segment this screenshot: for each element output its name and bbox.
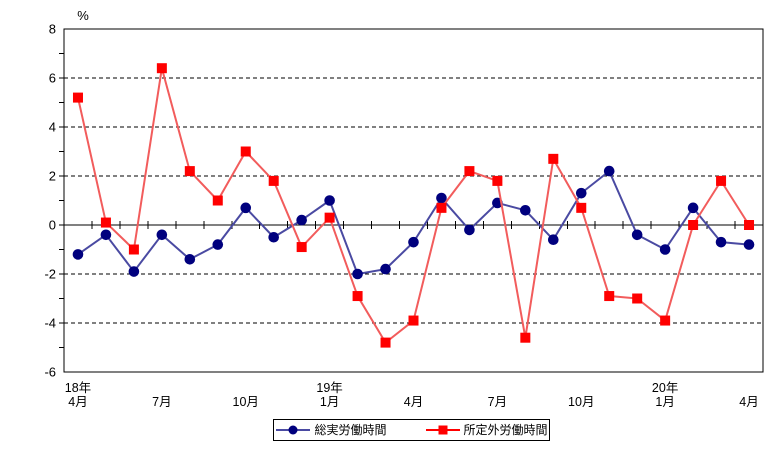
legend-item-overtime-hours: 所定外労働時間 [425,424,548,436]
y-tick-label: 0 [49,218,56,233]
x-tick-year-label: 20年 [652,381,678,395]
total-actual-working-hours-point [324,195,335,206]
y-tick-label: -6 [44,365,56,380]
x-tick-label: 1月 [320,395,339,409]
overtime-working-hours-point [688,220,699,230]
legend-item-total-hours: 総実労働時間 [275,423,387,437]
total-actual-working-hours-point [436,192,447,204]
x-tick-year-label: 19年 [316,381,342,395]
total-actual-working-hours-point [520,205,531,216]
x-tick-label: 4月 [68,395,87,409]
total-actual-working-hours-point [100,229,112,241]
overtime-working-hours-point [492,175,503,186]
x-tick-label: 10月 [568,395,594,409]
overtime-working-hours-point [296,242,307,253]
x-tick-label: 7月 [152,395,171,409]
plot-frame [63,28,764,373]
legend-label-total-hours: 総実労働時間 [314,423,387,437]
overtime-working-hours-point [716,175,727,186]
total-actual-working-hours-point [575,187,587,199]
overtime-working-hours-point [408,315,419,326]
x-tick-year-label: 18年 [65,381,91,395]
total-actual-working-hours-point [212,239,224,250]
x-tick-label: 1月 [655,395,674,409]
overtime-working-hours-point [128,244,139,255]
overtime-working-hours-point [660,315,671,326]
x-tick-label: 4月 [404,395,423,409]
total-actual-working-hours-point [128,266,140,277]
y-tick-label: -2 [44,267,56,282]
overtime-working-hours-point [240,146,251,157]
circle-marker-icon [276,425,311,435]
overtime-working-hours-point [184,166,195,177]
overtime-working-hours-point [744,220,755,230]
total-actual-working-hours-point [380,263,391,275]
overtime-working-hours-point [352,291,363,302]
overtime-working-hours-point [576,202,587,213]
y-tick-label: -4 [44,316,56,331]
total-actual-working-hours-point [659,244,671,255]
overtime-working-hours-point [436,202,447,213]
x-tick-label: 4月 [739,395,758,409]
legend-square-marker [438,425,447,435]
total-actual-working-hours-point [72,249,84,260]
x-tick-label: 7月 [488,395,507,409]
square-marker-icon [425,425,460,435]
total-actual-working-hours-point [408,236,419,248]
overtime-working-hours-point [632,293,643,304]
legend-circle-marker [288,425,298,435]
overtime-working-hours-point [324,212,335,223]
y-tick-label: 8 [49,22,56,37]
overtime-working-hours-point [100,217,111,228]
total-actual-working-hours-point [352,268,363,280]
y-axis-unit-label: % [77,8,89,23]
overtime-working-hours-point [72,92,83,103]
overtime-working-hours-point [520,332,531,343]
total-actual-working-hours-point [464,224,475,236]
total-actual-working-hours-point [687,202,699,214]
x-tick-label: 10月 [233,395,259,409]
legend: 総実労働時間 所定外労働時間 [273,419,550,441]
overtime-working-hours-point [604,291,615,302]
y-tick-label: 2 [49,169,56,184]
overtime-working-hours-point [212,195,223,206]
total-actual-working-hours-point [631,229,643,241]
total-actual-working-hours-point [715,236,727,248]
y-tick-label: 6 [49,71,56,86]
total-actual-working-hours-point [184,253,196,265]
total-actual-working-hours-point [548,234,559,245]
legend-label-overtime-hours: 所定外労働時間 [463,423,548,437]
overtime-working-hours-point [268,175,279,186]
overtime-working-hours-point [380,337,391,348]
total-actual-working-hours-point [240,202,252,214]
total-actual-working-hours-point [296,214,307,226]
total-actual-working-hours-point [743,239,755,250]
total-actual-working-hours-point [268,231,280,243]
overtime-working-hours-point [548,153,559,164]
overtime-working-hours-point [156,63,167,74]
total-actual-working-hours-point [603,165,615,177]
y-tick-label: 4 [49,120,56,135]
overtime-working-hours-point [464,166,475,177]
total-actual-working-hours-point [156,229,168,241]
